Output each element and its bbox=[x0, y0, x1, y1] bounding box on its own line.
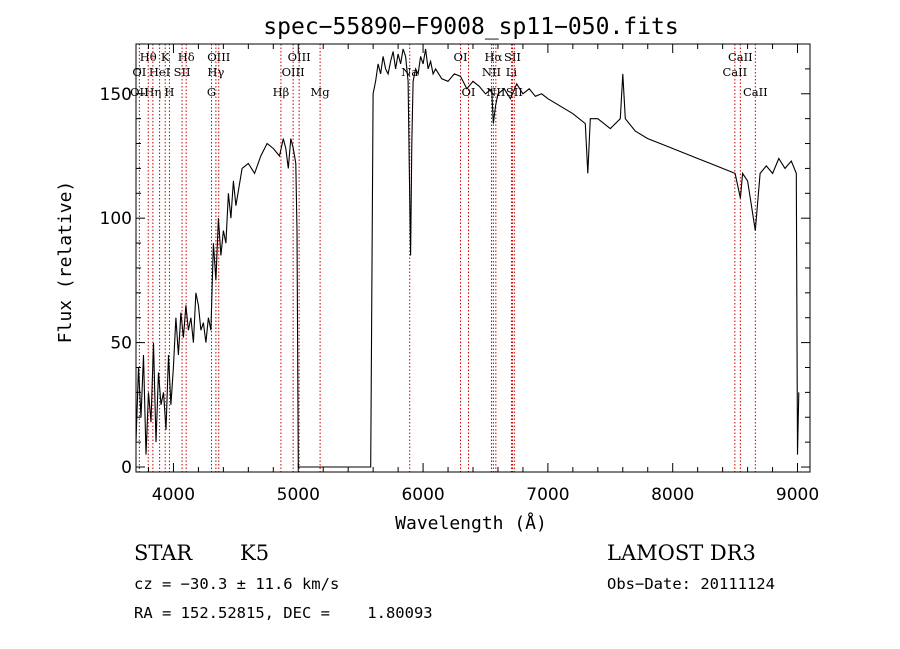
y-tick-label: 0 bbox=[121, 458, 132, 478]
spectral-line-label: G bbox=[207, 85, 216, 99]
redshift-text: cz = −30.3 ± 11.6 km/s bbox=[134, 575, 340, 593]
axis-ticks: 4000 5000 6000 7000 8000 9000 0 50 100 150 bbox=[100, 44, 819, 505]
y-axis-label: Flux (relative) bbox=[55, 181, 76, 344]
spectral-lines bbox=[138, 44, 756, 472]
spectral-line-label: Na bbox=[401, 65, 418, 79]
spectral-line-label: SII bbox=[506, 85, 523, 99]
spectral-line-label: Hγ bbox=[207, 65, 224, 79]
y-tick-label: 100 bbox=[100, 209, 132, 229]
obs-date-text: Obs−Date: 20111124 bbox=[607, 575, 775, 593]
spectral-line-label: OI bbox=[132, 65, 146, 79]
spectral-line-label: Hθ bbox=[140, 50, 157, 64]
spectral-line-label: CaII bbox=[722, 65, 747, 79]
x-tick-label: 9000 bbox=[776, 485, 819, 505]
spectral-line-label: Hα bbox=[484, 50, 502, 64]
y-tick-label: 150 bbox=[100, 85, 132, 105]
spectral-line-label: OIII bbox=[282, 65, 305, 79]
spectral-line-label: OI bbox=[462, 85, 476, 99]
spectral-line-label: SII bbox=[174, 65, 191, 79]
x-tick-label: 7000 bbox=[526, 485, 569, 505]
spectrum-line bbox=[135, 48, 800, 468]
object-class: STAR bbox=[134, 541, 193, 565]
spectral-line-label: CaII bbox=[743, 85, 768, 99]
object-subclass: K5 bbox=[240, 541, 270, 565]
x-axis-label: Wavelength (Å) bbox=[395, 512, 547, 534]
chart-title: spec−55890−F9008_sp11−050.fits bbox=[263, 14, 678, 40]
x-tick-label: 4000 bbox=[152, 485, 195, 505]
spectral-line-label: OII bbox=[130, 85, 149, 99]
spectral-line-label: Hη bbox=[144, 85, 161, 99]
spectral-line-label: K bbox=[161, 50, 170, 64]
survey-name: LAMOST DR3 bbox=[607, 541, 756, 565]
x-tick-label: 8000 bbox=[651, 485, 694, 505]
spectral-line-label: Li bbox=[506, 65, 518, 79]
spectral-line-label: H bbox=[164, 85, 174, 99]
spectral-line-label: NII bbox=[486, 85, 505, 99]
x-tick-label: 6000 bbox=[401, 485, 444, 505]
spectral-line-label: Mg bbox=[311, 85, 331, 99]
spectral-line-label: OIII bbox=[288, 50, 311, 64]
x-tick-label: 5000 bbox=[277, 485, 320, 505]
plot-frame bbox=[135, 43, 811, 473]
spectral-line-label: NII bbox=[482, 65, 501, 79]
spectral-line-label: SII bbox=[504, 50, 521, 64]
spectral-line-label: Hδ bbox=[178, 50, 195, 64]
y-tick-label: 50 bbox=[110, 334, 132, 354]
coordinates-text: RA = 152.52815, DEC = 1.80093 bbox=[134, 604, 433, 622]
spectral-line-label: OIII bbox=[207, 50, 230, 64]
spectral-line-label: HeI bbox=[149, 65, 170, 79]
spectral-line-label: OI bbox=[454, 50, 468, 64]
spectral-line-label: CaII bbox=[728, 50, 753, 64]
spectral-line-label: Hβ bbox=[273, 85, 290, 99]
